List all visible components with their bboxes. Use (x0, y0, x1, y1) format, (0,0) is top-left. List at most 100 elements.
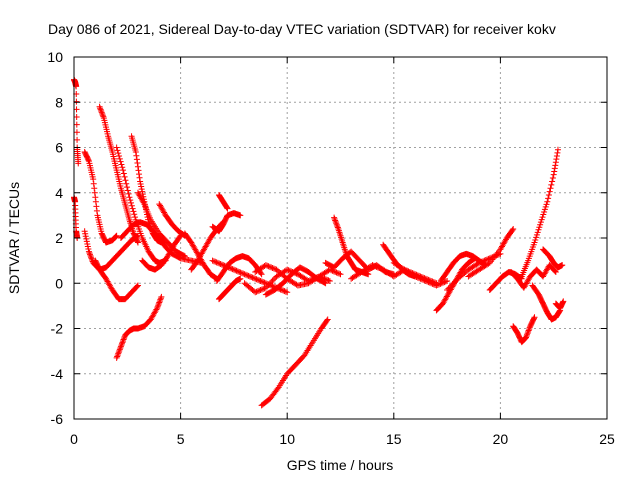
data-point (88, 255, 95, 262)
data-point (420, 276, 427, 283)
data-point (325, 277, 332, 284)
data-point (410, 272, 417, 279)
data-point (139, 188, 146, 195)
data-point (217, 261, 224, 268)
data-point (85, 156, 92, 163)
data-point (414, 274, 421, 281)
series-s38 (529, 282, 564, 323)
data-point (140, 199, 147, 206)
data-point (258, 271, 265, 278)
data-point (117, 158, 124, 165)
data-point (546, 188, 553, 195)
data-point (543, 201, 550, 208)
data-point (542, 203, 549, 210)
data-point (452, 278, 459, 285)
y-tick-label: 0 (55, 275, 63, 291)
x-tick-label: 20 (493, 431, 509, 447)
data-point (234, 268, 241, 275)
data-point (552, 159, 559, 166)
data-point (540, 211, 547, 218)
data-point (242, 271, 249, 278)
data-point (434, 281, 441, 288)
series-s37 (518, 146, 561, 280)
data-point (112, 233, 119, 240)
data-point (73, 121, 80, 128)
data-point (73, 129, 80, 136)
data-point (240, 270, 247, 277)
data-point (258, 286, 265, 293)
data-point (481, 257, 488, 264)
data-point (336, 270, 343, 277)
data-point (323, 317, 330, 324)
data-point (418, 276, 425, 283)
data-point (83, 238, 90, 245)
data-point (559, 262, 566, 269)
series-s7 (113, 293, 165, 361)
data-point (524, 331, 531, 338)
data-point (537, 219, 544, 226)
data-point (553, 156, 560, 163)
data-point (453, 277, 460, 284)
data-point (252, 275, 259, 282)
data-point (114, 352, 121, 359)
data-point (560, 298, 567, 305)
data-point (436, 281, 443, 288)
data-point (266, 280, 273, 287)
data-point (222, 263, 229, 270)
series-s17 (215, 192, 231, 212)
data-point (100, 113, 107, 120)
data-point (81, 228, 88, 235)
data-point (333, 269, 340, 276)
data-point (132, 149, 139, 156)
data-point (138, 183, 145, 190)
data-point (118, 342, 125, 349)
data-point (422, 277, 429, 284)
data-point (268, 279, 275, 286)
data-point (128, 202, 135, 209)
data-point (444, 287, 451, 294)
data-point (332, 268, 339, 275)
y-tick-label: -2 (51, 321, 64, 337)
y-tick-label: 6 (55, 140, 63, 156)
data-point (509, 227, 516, 234)
data-point (278, 287, 285, 294)
data-point (554, 149, 561, 156)
x-tick-label: 10 (279, 431, 295, 447)
data-point (449, 281, 456, 288)
x-axis-ticks: 0 5 10 15 20 25 (70, 57, 615, 447)
data-point (526, 324, 533, 331)
data-point (83, 235, 90, 242)
data-point (114, 353, 121, 360)
data-point (98, 109, 105, 116)
data-point (126, 194, 133, 201)
x-tick-label: 0 (70, 431, 78, 447)
data-point (91, 189, 98, 196)
data-point (119, 339, 126, 346)
data-point (332, 218, 339, 225)
data-point (224, 263, 231, 270)
data-point (321, 279, 328, 286)
data-point (155, 302, 162, 309)
data-point (218, 261, 225, 268)
series-s24 (262, 264, 329, 298)
data-point (85, 246, 92, 253)
data-point (257, 287, 264, 294)
data-point (537, 221, 544, 228)
data-point (113, 354, 120, 361)
data-point (84, 243, 91, 250)
data-point (120, 170, 127, 177)
data-point (237, 269, 244, 276)
data-point (120, 337, 127, 344)
data-point (118, 340, 125, 347)
data-point (221, 262, 228, 269)
data-point (284, 289, 291, 296)
y-axis-ticks: -6 -4 -2 0 2 4 6 8 10 (47, 49, 607, 427)
data-point (260, 285, 267, 292)
x-axis-label: GPS time / hours (287, 457, 394, 473)
y-tick-label: 2 (55, 230, 63, 246)
data-point (134, 283, 141, 290)
chart-title: Day 086 of 2021, Sidereal Day-to-day VTE… (48, 21, 556, 37)
data-point (75, 160, 82, 167)
data-point (329, 267, 336, 274)
data-point (214, 259, 221, 266)
